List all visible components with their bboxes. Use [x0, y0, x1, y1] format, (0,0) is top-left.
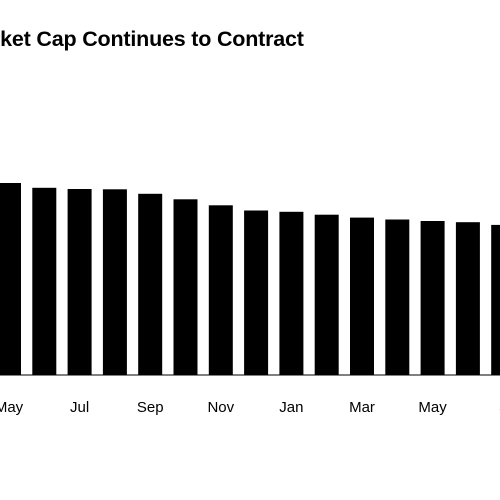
x-tick-label: May [418, 399, 447, 416]
x-tick-label: Nov [207, 399, 234, 416]
x-tick-label: May [0, 399, 24, 416]
bars-group [0, 183, 500, 375]
x-tick-label: Jan [279, 399, 303, 416]
bar-11 [350, 217, 374, 375]
bar-5 [138, 193, 163, 375]
bar-2 [32, 187, 57, 375]
chart-title: rket Cap Continues to Contract [0, 27, 304, 51]
bar-10 [314, 214, 339, 375]
x-tick-label: Mar [349, 399, 375, 416]
bar-7 [208, 205, 233, 375]
bar-12 [385, 219, 410, 375]
bar-13 [420, 221, 445, 375]
bar-15 [491, 224, 500, 375]
bar-3 [67, 189, 92, 375]
bar-4 [102, 189, 127, 375]
bar-1 [0, 183, 21, 375]
x-axis-ticks: MayJulSepNovJanMarMayJ [0, 399, 500, 416]
bar-14 [455, 222, 480, 375]
x-tick-label: Jul [70, 399, 89, 416]
bar-9 [279, 211, 304, 375]
bar-6 [173, 199, 198, 375]
bar-8 [244, 210, 269, 375]
x-tick-label: Sep [137, 399, 164, 416]
